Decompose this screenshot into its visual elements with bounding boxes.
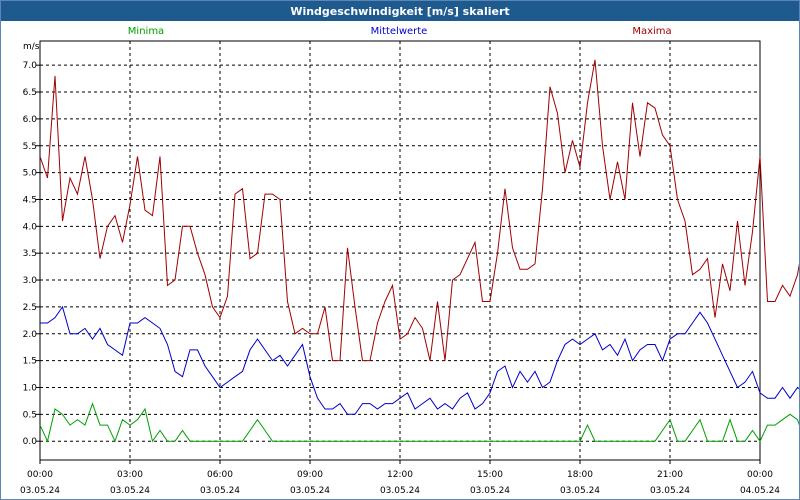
x-tick-time-label: 09:00 [297,470,323,480]
x-tick-date-label: 03.05.24 [650,486,690,496]
y-axis-unit: m/s [23,42,40,52]
y-tick-label: 0.0 [23,437,38,447]
y-tick-label: 2.5 [23,303,37,313]
y-tick-label: 7.0 [23,61,38,71]
grid [40,41,760,460]
x-tick-date-label: 04.05.24 [740,486,780,496]
legend-mittelwerte: Mittelwerte [371,26,428,37]
y-tick-label: 6.5 [23,88,37,98]
y-tick-label: 4.0 [23,222,38,232]
x-tick-date-label: 03.05.24 [290,486,330,496]
x-tick-time-label: 15:00 [477,470,503,480]
y-tick-label: 1.0 [23,383,38,393]
series-line-maxima [39,59,799,362]
window-title: Windgeschwindigkeit [m/s] skaliert [1,1,799,21]
series-line-mittelwerte [40,305,799,415]
x-tick-time-label: 06:00 [207,470,233,480]
axes [36,40,761,464]
y-tick-label: 6.0 [23,115,38,125]
x-tick-time-label: 21:00 [657,470,683,480]
x-tick-time-label: 18:00 [567,470,593,480]
y-tick-label: 3.0 [23,276,38,286]
x-tick-date-label: 03.05.24 [560,486,600,496]
x-tick-date-label: 03.05.24 [200,486,240,496]
x-tick-time-label: 12:00 [387,470,413,480]
y-tick-label: 5.0 [23,169,38,179]
x-tick-date-label: 03.05.24 [380,486,420,496]
y-tick-label: 5.5 [23,142,37,152]
x-tick-date-label: 03.05.24 [470,486,510,496]
series-lines [39,59,799,443]
y-tick-label: 4.5 [23,195,37,205]
x-tick-time-label: 00:00 [27,470,53,480]
series-line-minima [39,402,799,443]
y-tick-label: 3.5 [23,249,37,259]
x-tick-date-label: 03.05.24 [20,486,60,496]
y-tick-label: 2.0 [23,330,38,340]
y-tick-label: 0.5 [23,410,37,420]
x-tick-date-label: 03.05.24 [110,486,150,496]
tick-labels: 0.0 0.5 1.0 1.5 2.0 2.5 3.0 3.5 4.0 4.5 5.0 5.5 6.0 6… [20,61,780,496]
legend-maxima: Maxima [632,26,671,37]
plot-frame [39,40,761,461]
legend-minima: Minima [128,26,164,37]
x-tick-time-label: 00:00 [747,470,773,480]
x-tick-time-label: 03:00 [117,470,143,480]
y-tick-label: 1.5 [23,357,37,367]
